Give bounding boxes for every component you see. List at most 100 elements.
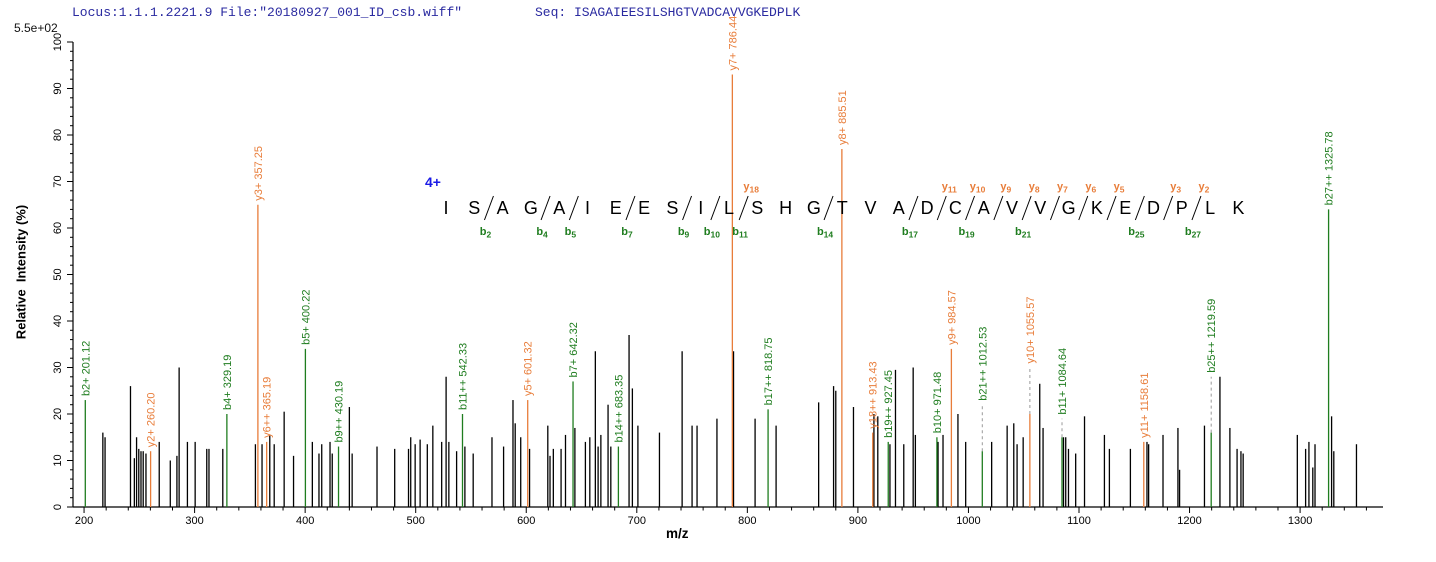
x-tick-label: 600 (517, 515, 535, 527)
fragment-marker-b19: b19 (958, 226, 974, 240)
fragment-marker-y3: y3 (1170, 181, 1181, 195)
fragment-marker-b17: b17 (902, 226, 918, 240)
x-tick-label: 800 (738, 515, 756, 527)
fragment-marker-y6: y6 (1085, 181, 1096, 195)
residue-letter: I (698, 198, 703, 218)
residue-letter: E (610, 198, 622, 218)
residue-letter: E (638, 198, 650, 218)
peak-y7+: y7+ 786.44 (727, 16, 739, 507)
fragment-marker-y9: y9 (1000, 181, 1011, 195)
peak-label: b27++ 1325.78 (1324, 131, 1336, 205)
peak-b19++: b19++ 927.45 (883, 370, 895, 507)
peak-b11+: b11+ 1084.64 (1057, 348, 1069, 507)
fragment-marker-y11: y11 (942, 181, 957, 195)
residue-letter: E (1119, 198, 1131, 218)
peak-label: b14++ 683.35 (613, 375, 625, 443)
fragment-marker-b27: b27 (1185, 226, 1201, 240)
peak-b7+: b7+ 642.32 (568, 322, 580, 507)
y-tick-label: 80 (52, 129, 64, 141)
residue-letter: H (779, 198, 792, 218)
y-max-intensity-label: 5.5e+02 (14, 21, 58, 35)
x-tick-label: 1300 (1288, 515, 1312, 527)
residue-letter: D (921, 198, 934, 218)
x-tick-label: 1000 (956, 515, 980, 527)
fragment-marker-b10: b10 (704, 226, 720, 240)
fragment-marker-y5: y5 (1114, 181, 1125, 195)
x-tick-label: 1100 (1067, 515, 1091, 527)
peak-label: b7+ 642.32 (568, 322, 580, 377)
residue-letter: P (1176, 198, 1188, 218)
residue-letter: A (553, 198, 565, 218)
y-tick-label: 40 (52, 315, 64, 327)
peak-b14++: b14++ 683.35 (613, 375, 625, 507)
peak-label: b25++ 1219.59 (1206, 299, 1218, 373)
peak-y11+: y11+ 1158.61 (1139, 373, 1151, 507)
precursor-charge-label: 4+ (425, 174, 441, 190)
residue-letter: D (1147, 198, 1160, 218)
peak-b21++: b21++ 1012.53 (977, 327, 989, 507)
peak-label: b19++ 927.45 (883, 370, 895, 438)
residue-letter: G (524, 198, 538, 218)
residue-letter: I (585, 198, 590, 218)
x-tick-label: 900 (849, 515, 867, 527)
fragment-marker-b11: b11 (732, 226, 748, 240)
residue-letter: C (949, 198, 962, 218)
y-tick-label: 20 (52, 408, 64, 420)
peak-b4+: b4+ 329.19 (222, 355, 234, 507)
fragment-marker-y7: y7 (1057, 181, 1068, 195)
peak-b2+: b2+ 201.12 (80, 341, 92, 507)
peptide-sequence-overlay: 4+I S A G A I E E S I L S H G T V A D C A V V G K E D P L Kb2 b4 b5 b7 b… (425, 174, 1244, 240)
residue-letter: G (807, 198, 821, 218)
peak-label: b10+ 971.48 (932, 372, 944, 433)
peak-label: y8+ 885.51 (837, 90, 849, 145)
fragment-marker-b25: b25 (1128, 226, 1144, 240)
y-tick-label: 0 (52, 504, 64, 510)
sequence-header-label: Seq: ISAGAIEESILSHGTVADCAVVGKEDPLK (535, 5, 801, 20)
peak-b5+: b5+ 400.22 (300, 290, 312, 507)
y-tick-label: 60 (52, 222, 64, 234)
residue-letter: K (1232, 198, 1244, 218)
residue-letter: L (724, 198, 734, 218)
y-tick-label: 70 (52, 175, 64, 187)
peak-label: y3+ 357.25 (253, 146, 265, 201)
peak-label: b2+ 201.12 (80, 341, 92, 396)
peak-y10+: y10+ 1055.57 (1025, 297, 1037, 507)
y-tick-label: 30 (52, 361, 64, 373)
residue-letter: V (864, 198, 876, 218)
peak-label: y9+ 984.57 (946, 290, 958, 345)
fragment-marker-y8: y8 (1029, 181, 1040, 195)
y-tick-label: 100 (52, 33, 64, 51)
x-tick-label: 1200 (1177, 515, 1201, 527)
residue-letter: S (468, 198, 480, 218)
peak-y3+: y3+ 357.25 (253, 146, 265, 507)
peak-b25++: b25++ 1219.59 (1206, 299, 1218, 507)
residue-letter: A (497, 198, 509, 218)
residue-letter: A (978, 198, 990, 218)
peak-b27++: b27++ 1325.78 (1324, 131, 1336, 507)
peak-label: y2+ 260.20 (146, 392, 158, 447)
x-tick-label: 500 (407, 515, 425, 527)
peak-label: b5+ 400.22 (300, 290, 312, 345)
residue-letter: K (1091, 198, 1103, 218)
x-tick-label: 700 (628, 515, 646, 527)
fragment-marker-b14: b14 (817, 226, 833, 240)
peak-y6++: y6++ 365.19 (262, 377, 274, 507)
peak-b9++: b9++ 430.19 (334, 381, 346, 507)
peak-label: y10+ 1055.57 (1025, 297, 1037, 364)
y-tick-label: 50 (52, 268, 64, 280)
residue-letter: V (1034, 198, 1046, 218)
peak-y2+: y2+ 260.20 (146, 392, 158, 507)
peak-y8+: y8+ 885.51 (837, 90, 849, 507)
residue-letter: G (1062, 198, 1076, 218)
fragment-marker-b9: b9 (678, 226, 690, 240)
residue-letter: A (893, 198, 905, 218)
locus-file-label: Locus:1.1.1.2221.9 File:"20180927_001_ID… (72, 5, 463, 20)
peak-y9+: y9+ 984.57 (946, 290, 958, 507)
residue-letter: S (751, 198, 763, 218)
peak-label: y7+ 786.44 (727, 16, 739, 71)
fragment-marker-b2: b2 (480, 226, 492, 240)
peak-label: b4+ 329.19 (222, 355, 234, 410)
fragment-marker-b5: b5 (565, 226, 577, 240)
